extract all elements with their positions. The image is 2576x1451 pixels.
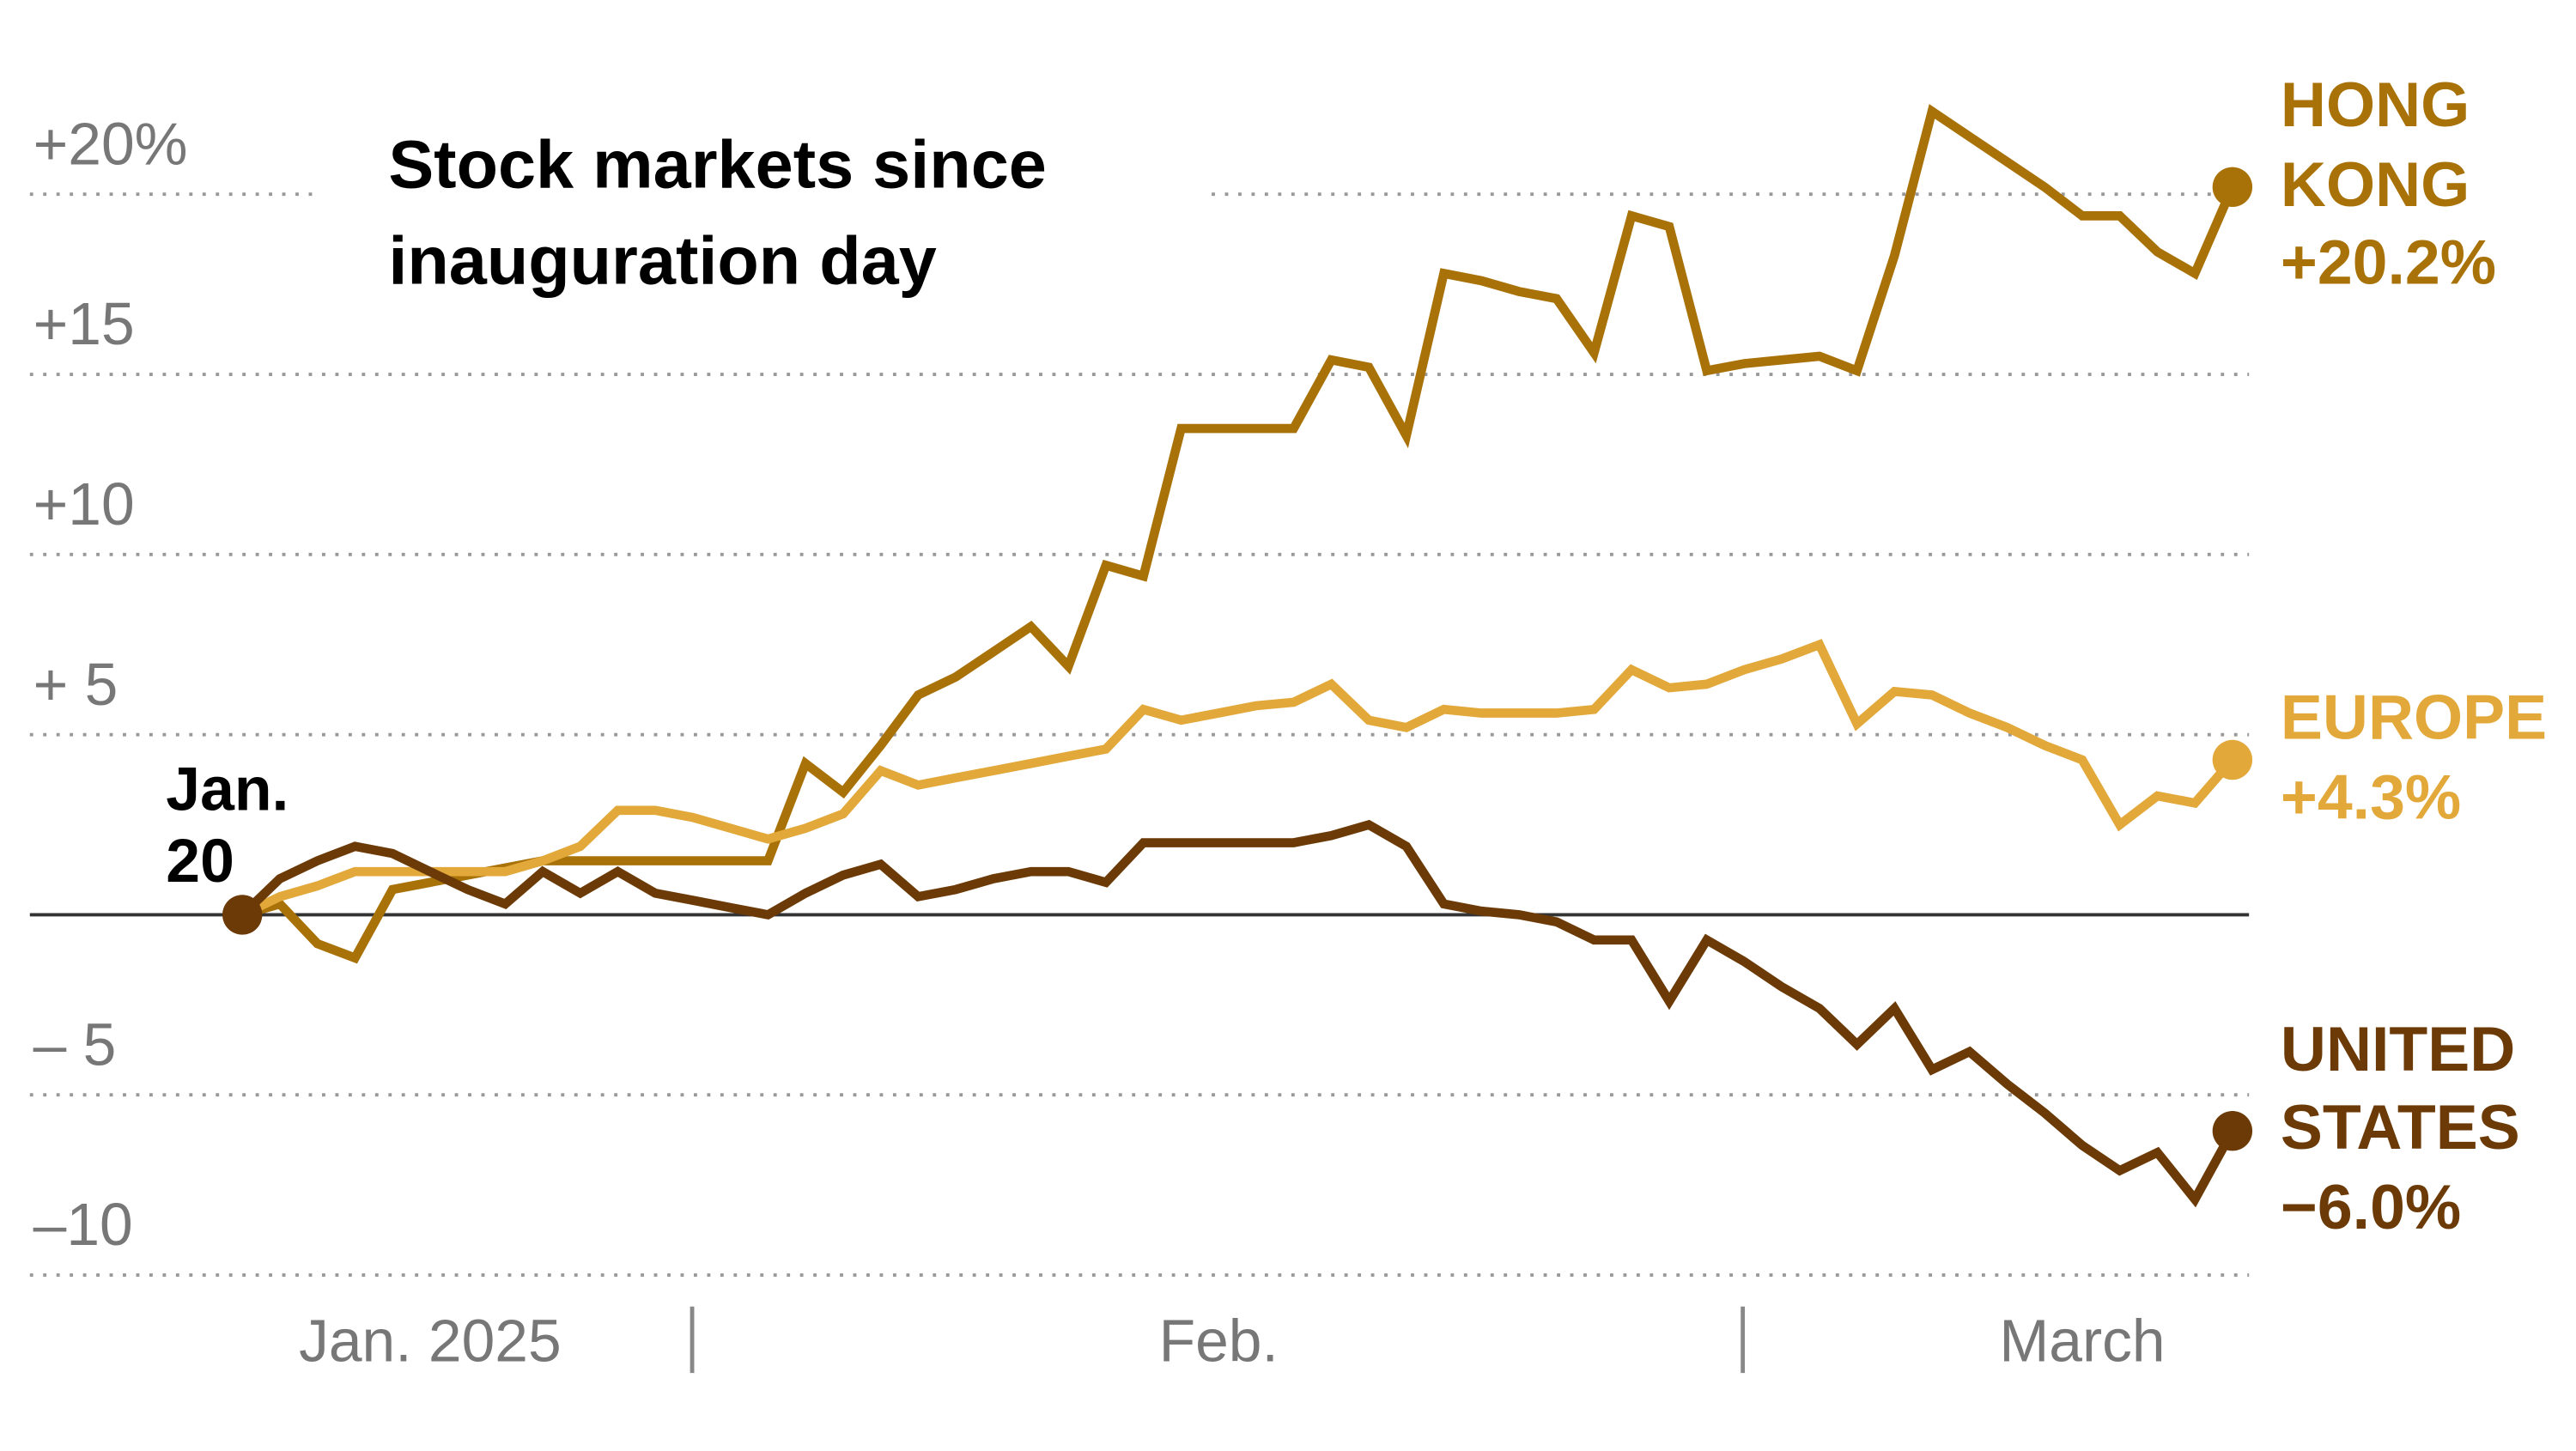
end-dot bbox=[2212, 739, 2253, 780]
end-label: HONG KONG +20.2% bbox=[2281, 0, 2576, 386]
labels: HONG KONG +20.2% EUROPE+4.3% UNITED STATES −… bbox=[166, 0, 2576, 1330]
end-label-box: UNITED STATES −6.0% bbox=[2281, 932, 2576, 1330]
end-label-box: HONG KONG +20.2% bbox=[2281, 0, 2576, 386]
end-value-label: −6.0% bbox=[2280, 1173, 2462, 1244]
x-tick-label: Jan. 2025 bbox=[299, 1308, 562, 1375]
legend-entry: HONG KONG bbox=[2280, 71, 2470, 221]
x-tick-label: March bbox=[1999, 1308, 2165, 1375]
grid: +20% +15 +10 + 5 – 5 –10 bbox=[29, 110, 2250, 1277]
y-tick-label: +15 bbox=[33, 290, 135, 357]
legend-entry: UNITED STATES bbox=[2280, 1016, 2520, 1165]
series-line bbox=[240, 104, 2237, 964]
y-tick-label: +20% bbox=[33, 110, 188, 177]
end-dot bbox=[2212, 167, 2253, 208]
legend-entry: EUROPE bbox=[2280, 684, 2548, 755]
y-tick-label: –10 bbox=[33, 1191, 133, 1258]
series-line bbox=[239, 819, 2237, 1208]
lines bbox=[222, 104, 2253, 1208]
end-value-label: +20.2% bbox=[2280, 229, 2497, 300]
x-tick-label: Feb. bbox=[1159, 1308, 1279, 1375]
end-dot bbox=[2212, 1110, 2253, 1151]
end-label: UNITED STATES −6.0% bbox=[2281, 932, 2576, 1330]
start-annotation: Jan. bbox=[166, 756, 289, 824]
chart-title: Stock markets since inauguration day bbox=[388, 125, 1047, 300]
y-tick-label: – 5 bbox=[33, 1011, 117, 1078]
end-value-label: +4.3% bbox=[2280, 762, 2462, 834]
title-box: Stock markets since inauguration day bbox=[388, 125, 1047, 300]
end-label: EUROPE +4.3% bbox=[2281, 561, 2576, 959]
start-dot bbox=[222, 895, 263, 935]
y-tick-label: + 5 bbox=[33, 651, 118, 718]
end-label-box: EUROPE+4.3% bbox=[2281, 561, 2576, 959]
start-annotation: 20 bbox=[166, 827, 234, 895]
x-axis: Jan. 2025 Feb. March bbox=[299, 1308, 2166, 1375]
y-tick-label: +10 bbox=[33, 471, 135, 537]
series-line bbox=[240, 639, 2236, 920]
title-backdrop bbox=[315, 116, 1204, 316]
